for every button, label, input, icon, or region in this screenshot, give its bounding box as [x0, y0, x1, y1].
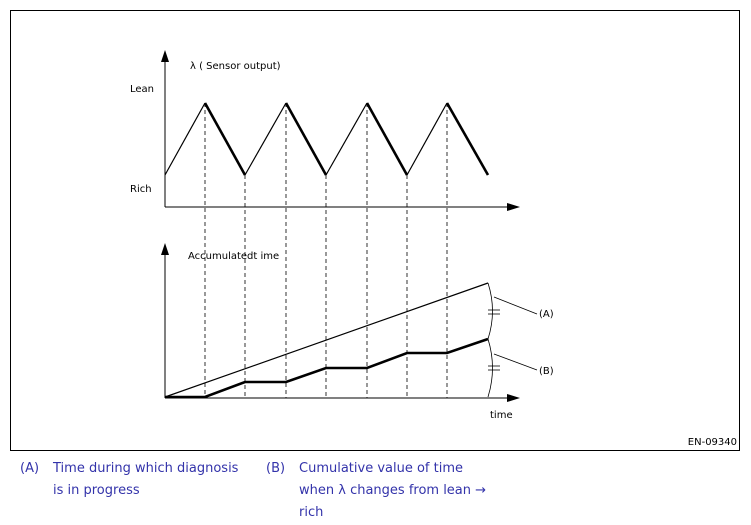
leader-b: [493, 353, 538, 371]
top-y-axis-arrow: [161, 50, 169, 62]
legend-b-key: (B): [266, 461, 286, 476]
top-x-axis-arrow: [507, 203, 520, 211]
equal-marks: [488, 309, 500, 371]
legend-a-key: (A): [20, 461, 40, 476]
marker-b: (B): [539, 366, 554, 377]
line-a-diagnosis-time: [164, 282, 489, 398]
lean-label: Lean: [130, 84, 154, 95]
leader-a: [493, 296, 538, 315]
sensor-output-wave: [164, 102, 490, 176]
marker-a: (A): [539, 309, 554, 320]
time-axis-label: time: [490, 410, 513, 421]
diagnosis-diagram: λ ( Sensor output) Lean Rich Accumulated…: [10, 10, 740, 451]
legend-b-text-line3: rich: [299, 505, 324, 520]
bottom-x-axis-arrow: [507, 394, 520, 402]
bracket-b: [487, 338, 493, 398]
figure-frame: [10, 10, 740, 451]
dashed-guides: [204, 103, 448, 398]
sensor-output-title: λ ( Sensor output): [190, 61, 281, 72]
legend: (A) Time during which diagnosis is in pr…: [0, 458, 751, 525]
legend-a-text-line1: Time during which diagnosis: [53, 461, 239, 476]
legend-b-text-line1: Cumulative value of time: [299, 461, 464, 476]
line-b-cumulative-time: [165, 337, 489, 399]
bracket-a: [487, 282, 493, 340]
bottom-y-axis-arrow: [161, 243, 169, 255]
rich-label: Rich: [130, 184, 152, 195]
accumulated-time-title: Accumulatedt ime: [188, 251, 279, 262]
figure-code: EN-09340: [688, 437, 737, 448]
legend-a-text-line2: is in progress: [53, 483, 140, 498]
legend-b-text-line2: when λ changes from lean →: [299, 483, 487, 498]
